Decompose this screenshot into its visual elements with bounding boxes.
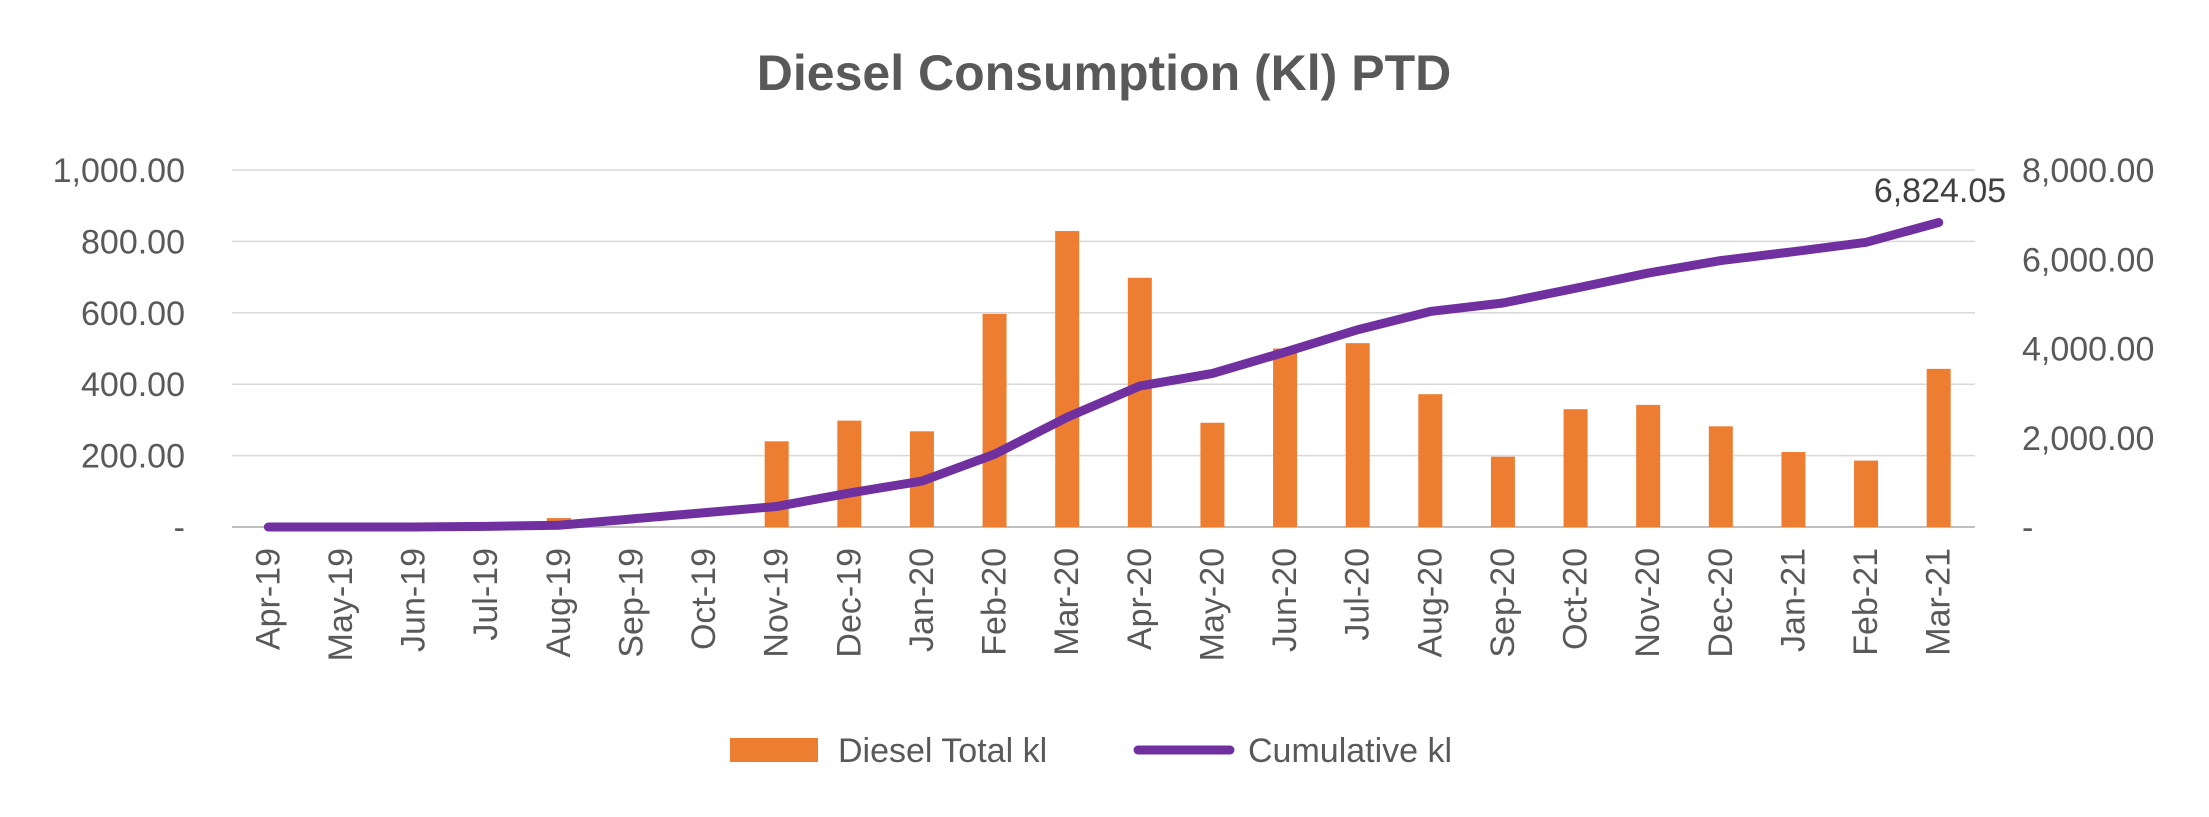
x-tick-label: Jan-21 [1774,548,1812,652]
x-tick-label: Aug-20 [1411,548,1449,658]
bar [1781,452,1806,527]
x-tick-label: Aug-19 [540,548,578,658]
legend-swatch-bar [730,738,818,762]
bar [1127,277,1152,527]
x-tick-label: Sep-19 [612,548,650,658]
gridlines [232,169,1975,528]
x-tick-label: May-20 [1193,548,1231,661]
left-tick-label: 600.00 [81,295,185,333]
x-tick-label: Dec-20 [1702,548,1740,658]
legend-label-line: Cumulative kl [1248,732,1452,770]
bar [1636,404,1661,527]
bar [1345,343,1370,527]
bar [1926,368,1951,527]
right-tick-label: 6,000.00 [2022,241,2154,279]
right-tick-label: 4,000.00 [2022,331,2154,369]
left-axis: - 200.00 400.00 600.00 800.00 1,000.00 [53,152,185,547]
final-value-label: 6,824.05 [1874,172,2006,210]
bar [1273,348,1298,527]
bar [1490,456,1515,527]
bar [1200,422,1225,527]
x-tick-label: Mar-20 [1048,548,1086,656]
left-tick-label: 1,000.00 [53,152,185,190]
left-tick-label: - [174,509,185,547]
x-tick-label: Jul-20 [1339,548,1377,641]
right-axis: - 2,000.00 4,000.00 6,000.00 8,000.00 [2022,152,2154,547]
bar [1854,460,1879,527]
x-tick-label: Oct-20 [1557,548,1595,650]
legend: Diesel Total kl Cumulative kl [730,732,1452,770]
bar [982,313,1007,527]
bar [1418,394,1443,527]
bar [764,441,789,527]
x-tick-label: Jun-19 [395,548,433,652]
bar [837,420,862,527]
right-tick-label: - [2022,509,2033,547]
x-tick-label: Dec-19 [830,548,868,658]
bar-series [546,231,1951,527]
chart-title: Diesel Consumption (Kl) PTD [757,45,1451,101]
x-tick-label: Jul-19 [467,548,505,641]
bar [1563,409,1588,527]
x-tick-label: Oct-19 [685,548,723,650]
right-tick-label: 8,000.00 [2022,152,2154,190]
x-tick-label: Nov-20 [1629,548,1667,658]
left-tick-label: 400.00 [81,366,185,404]
right-tick-label: 2,000.00 [2022,420,2154,458]
cumulative-line [263,217,1944,532]
x-tick-label: Apr-20 [1121,548,1159,650]
left-tick-label: 800.00 [81,223,185,261]
line-series [263,217,1944,532]
x-tick-label: May-19 [322,548,360,661]
left-tick-label: 200.00 [81,438,185,476]
x-tick-label: Jan-20 [903,548,941,652]
x-tick-label: Feb-21 [1847,548,1885,656]
bar [1708,426,1733,527]
x-axis: Apr-19 May-19 Jun-19 Jul-19 Aug-19 Sep-19 Oct-… [249,548,1957,661]
x-tick-label: Nov-19 [758,548,796,658]
x-tick-label: Feb-20 [976,548,1014,656]
x-tick-label: Sep-20 [1484,548,1522,658]
legend-label-bar: Diesel Total kl [838,732,1047,770]
x-tick-label: Apr-19 [249,548,287,650]
x-tick-label: Mar-21 [1920,548,1958,656]
x-tick-label: Jun-20 [1266,548,1304,652]
bar [1055,231,1080,527]
